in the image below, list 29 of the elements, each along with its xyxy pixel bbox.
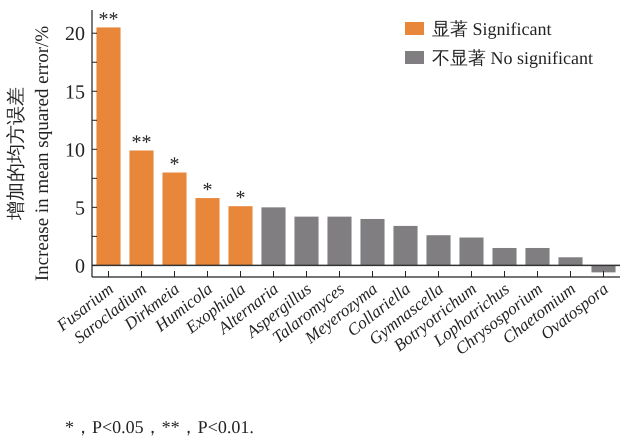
text: *，P<0.05，**，P<0.01. <box>65 417 254 437</box>
bar <box>195 198 220 266</box>
bar <box>360 218 385 266</box>
annotation: * <box>202 179 212 202</box>
legend-label: 不显著 No significant <box>432 48 593 68</box>
y-tick-label: 5 <box>75 197 85 220</box>
bar <box>492 248 517 266</box>
y-axis-title: 增加的均方误差 Increase in mean squared error/% <box>5 26 53 282</box>
bar <box>129 150 154 266</box>
bar <box>426 235 451 266</box>
bar <box>294 216 319 266</box>
bar <box>393 226 418 266</box>
annotation: * <box>236 187 246 210</box>
bar <box>228 206 253 266</box>
bar <box>591 265 616 272</box>
bar <box>261 207 286 266</box>
y-tick-label: 15 <box>65 81 85 104</box>
legend-label: 显著 Significant <box>432 19 552 39</box>
y-tick-label: 20 <box>65 23 85 46</box>
bar <box>459 238 484 266</box>
bar <box>327 216 352 266</box>
bar <box>96 27 121 266</box>
bar <box>162 172 187 266</box>
annotation: * <box>170 154 180 176</box>
annotation: ** <box>132 131 152 154</box>
annotation: ** <box>98 8 118 30</box>
y-tick-label: 0 <box>75 255 85 278</box>
bar <box>525 248 550 266</box>
y-tick-label: 10 <box>65 139 85 162</box>
